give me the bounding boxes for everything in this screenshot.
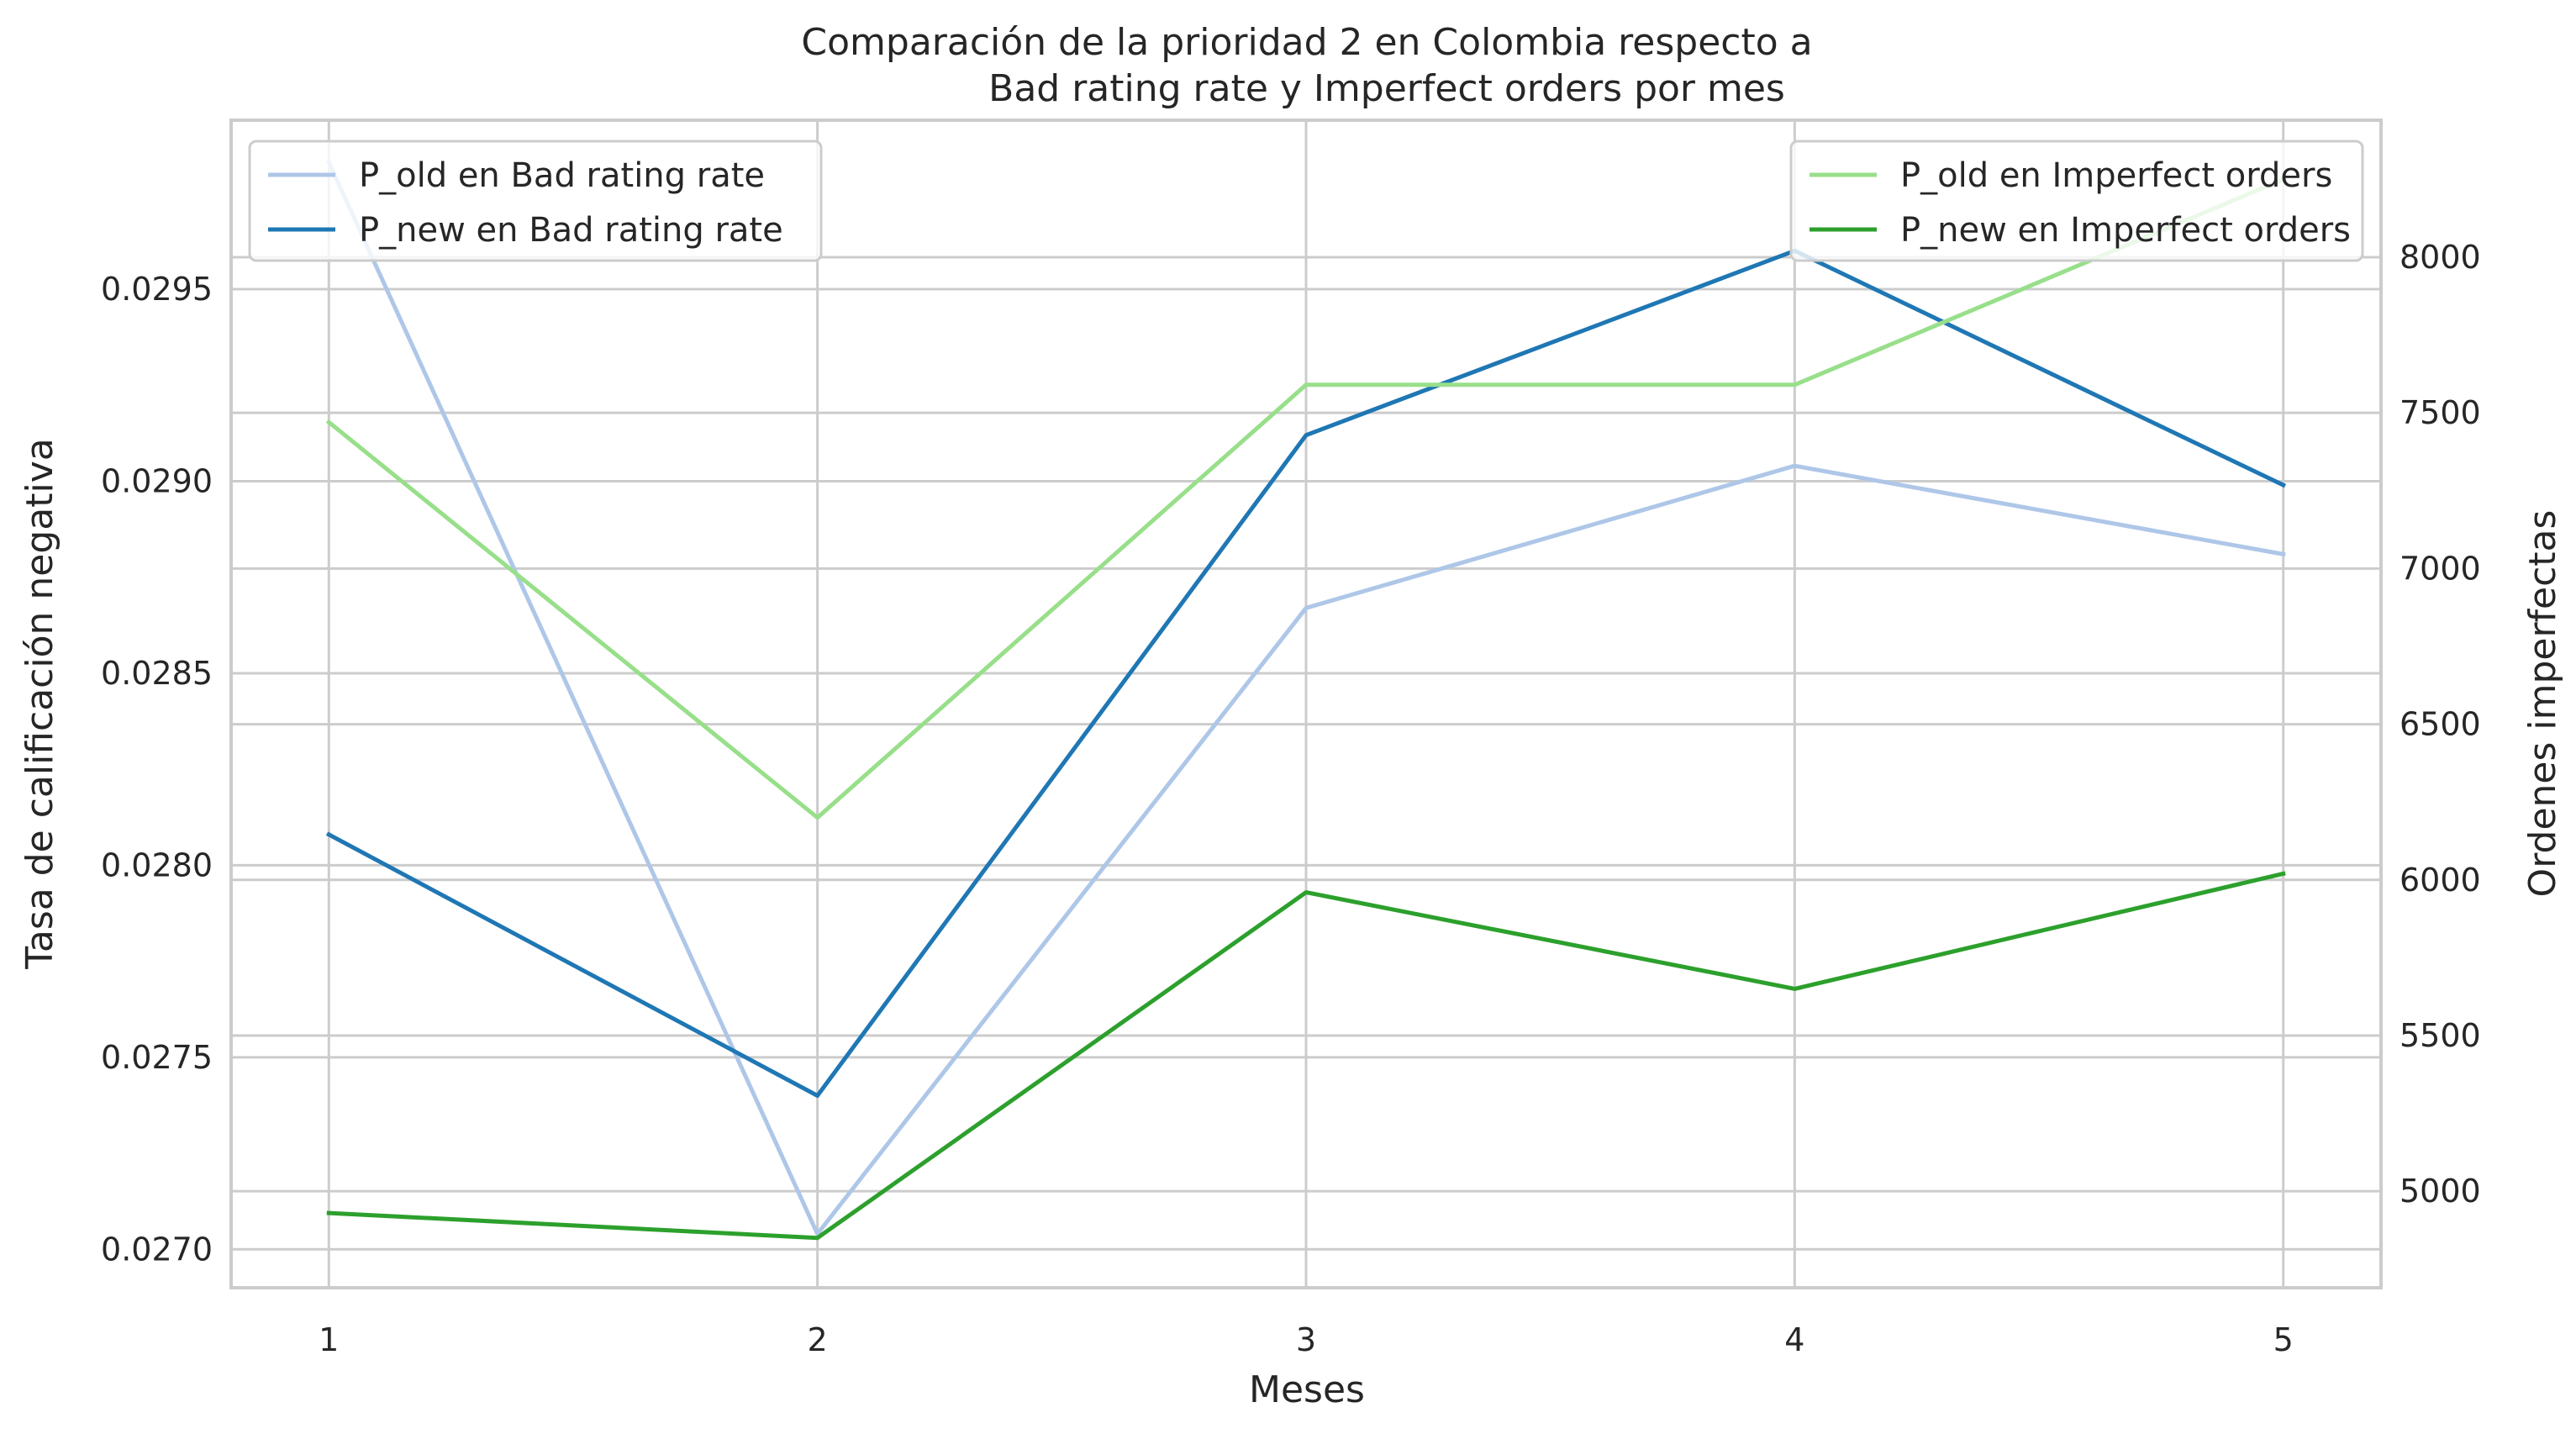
y-left-tick-label: 0.0280: [101, 846, 213, 883]
x-tick-label: 4: [1784, 1321, 1804, 1358]
y-left-tick-label: 0.0270: [101, 1231, 213, 1268]
y-right-tick-label: 8000: [2400, 239, 2481, 276]
plot-frame: [229, 119, 2383, 1289]
chart-title-line2: Bad rating rate y Imperfect orders por m…: [988, 67, 1785, 110]
y-right-tick-label: 7500: [2400, 394, 2481, 431]
legend-label: P_old en Bad rating rate: [359, 156, 765, 195]
series-line-1: [325, 248, 2287, 1098]
y-right-tick-label: 5500: [2400, 1017, 2481, 1054]
y-right-tick-label: 7000: [2400, 550, 2481, 587]
y-axis-label-right: Ordenes imperfectas: [2521, 510, 2564, 898]
legends: P_old en Bad rating rate P_new en Bad rat…: [248, 140, 2364, 262]
series-line-0: [325, 159, 2286, 1236]
series-line-3: [326, 871, 2286, 1241]
legend-label: P_new en Bad rating rate: [359, 211, 783, 250]
x-tick-label: 3: [1296, 1321, 1316, 1358]
y-left-tick-label: 0.0285: [101, 655, 213, 692]
x-tick-label: 5: [2273, 1321, 2294, 1358]
legend-frame: [248, 140, 823, 262]
series-line-2: [325, 177, 2286, 820]
x-tick-label: 2: [808, 1321, 828, 1358]
x-tick-label: 1: [319, 1321, 339, 1358]
legend-frame: [1789, 140, 2364, 262]
y-left-tick-label: 0.0275: [101, 1039, 213, 1076]
y-right-tick-label: 6500: [2400, 706, 2481, 743]
y-left-tick-label: 0.0295: [101, 271, 213, 308]
x-axis-label: Meses: [1249, 1368, 1365, 1411]
legend-top-left: P_old en Bad rating rate P_new en Bad rat…: [248, 140, 823, 262]
legend-top-right: P_old en Imperfect orders P_new en Imperf…: [1789, 140, 2364, 262]
y-right-tick-label: 6000: [2400, 862, 2481, 899]
chart-title-line1: Comparación de la prioridad 2 en Colombi…: [801, 21, 1812, 64]
y-right-tick-label: 5000: [2400, 1173, 2481, 1210]
legend-label: P_old en Imperfect orders: [1900, 156, 2332, 195]
series-lines: [325, 159, 2287, 1241]
legend-label: P_new en Imperfect orders: [1900, 211, 2351, 250]
y-left-tick-label: 0.0290: [101, 462, 213, 499]
y-axis-label-left: Tasa de calificación negativa: [18, 438, 61, 969]
tick-labels: 1 2 3 4 5 0.0270 0.0275 0.0280 0.0285 0.0290 0.029…: [101, 239, 2481, 1358]
